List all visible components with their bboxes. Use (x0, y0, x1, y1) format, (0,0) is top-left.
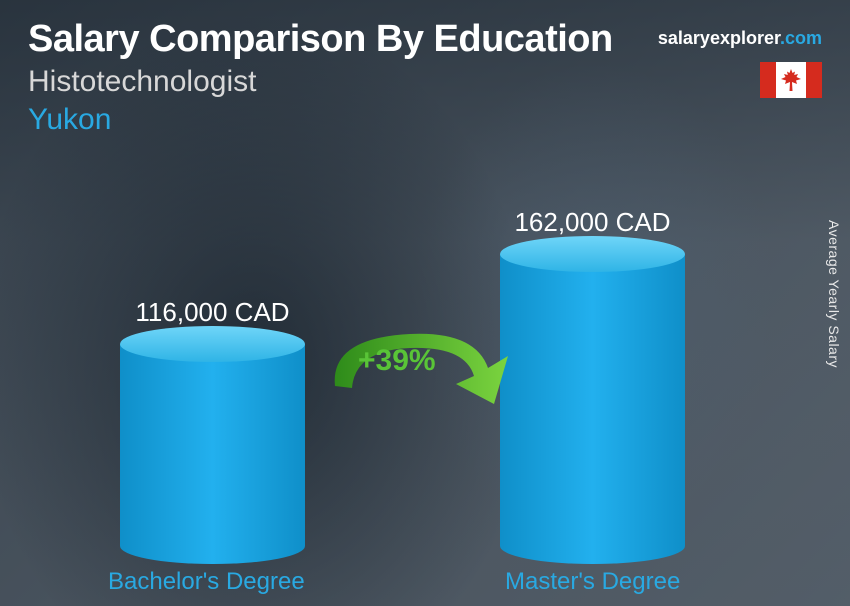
increase-arrow: +39% (310, 326, 530, 416)
region-label: Yukon (28, 103, 822, 137)
percent-increase-label: +39% (358, 344, 436, 378)
flag-band-right (806, 62, 822, 98)
subtitle: Histotechnologist (28, 65, 822, 99)
maple-leaf-icon (776, 62, 806, 98)
site-link-prefix: salaryexplorer (658, 28, 780, 48)
bar3d-bachelors (120, 344, 305, 564)
header: Salary Comparison By Education salaryexp… (0, 0, 850, 137)
bar-top-masters (500, 236, 685, 272)
category-label-masters: Master's Degree (505, 568, 680, 596)
canada-flag (760, 62, 822, 98)
flag-band-left (760, 62, 776, 98)
category-label-bachelors: Bachelor's Degree (108, 568, 305, 596)
page-title: Salary Comparison By Education (28, 18, 613, 61)
y-axis-label: Average Yearly Salary (826, 220, 842, 368)
bar-bachelors: 116,000 CAD (120, 297, 305, 564)
bar-front-bachelors (120, 344, 305, 564)
site-link-suffix: .com (780, 28, 822, 48)
chart-area: +39% 116,000 CAD 162,000 CAD Bachelor's … (0, 176, 850, 606)
value-label-bachelors: 116,000 CAD (135, 297, 289, 328)
value-label-masters: 162,000 CAD (514, 207, 670, 238)
site-link[interactable]: salaryexplorer.com (658, 28, 822, 49)
title-row: Salary Comparison By Education salaryexp… (28, 18, 822, 61)
bar-top-bachelors (120, 326, 305, 362)
